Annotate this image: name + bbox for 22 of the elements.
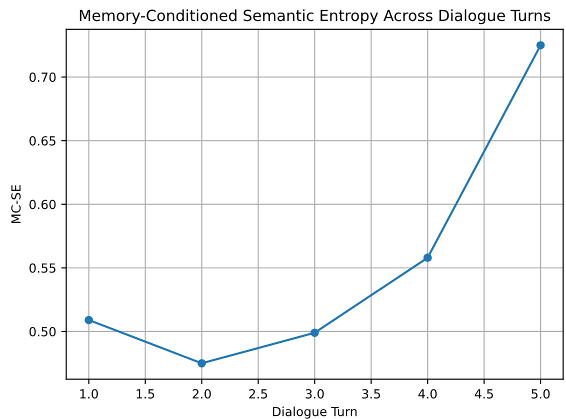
x-tick-label: 2.5 xyxy=(249,389,268,399)
x-axis-title: Dialogue Turn xyxy=(272,406,357,419)
x-tick-label: 4.0 xyxy=(418,389,437,399)
x-tick-label: 5.0 xyxy=(532,389,550,399)
x-tick-label: 1.0 xyxy=(80,389,98,399)
point xyxy=(423,254,432,262)
chart-title: Memory-Conditioned Semantic Entropy Across Dialogue Turns xyxy=(80,9,550,24)
y-axis-title: MC-SE xyxy=(11,185,21,223)
y-tick-label: 0.70 xyxy=(29,72,56,82)
point xyxy=(310,328,319,337)
x-tick-label: 2.0 xyxy=(192,389,211,399)
x-tick-label: 1.5 xyxy=(136,389,154,399)
point xyxy=(84,316,93,324)
point xyxy=(198,359,206,368)
y-tick-label: 0.55 xyxy=(29,263,56,273)
x-tick-label: 4.5 xyxy=(474,389,493,399)
y-tick-label: 0.60 xyxy=(29,200,56,210)
y-tick-label: 0.65 xyxy=(29,136,56,146)
x-tick-label: 3.5 xyxy=(362,389,380,399)
x-tick-label: 3.0 xyxy=(306,389,324,399)
y-tick-label: 0.50 xyxy=(29,326,56,336)
point xyxy=(536,41,545,50)
